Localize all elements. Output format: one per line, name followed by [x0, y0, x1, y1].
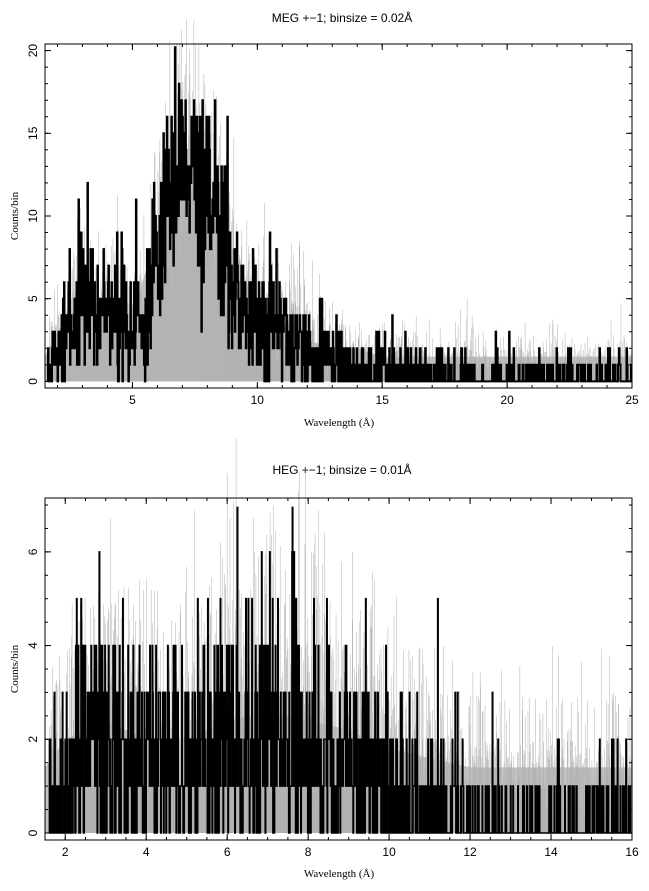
- heg-xtick-label-8: 8: [305, 845, 312, 859]
- meg-axis-ticks: 5 10 15 20 25 0 5 10 15 20: [26, 44, 639, 407]
- meg-ytick-label-15: 15: [26, 126, 40, 140]
- meg-title: MEG +−1; binsize = 0.02Å: [272, 10, 412, 25]
- meg-xtick-label-5: 5: [129, 393, 136, 407]
- heg-xtick-label-4: 4: [143, 845, 150, 859]
- heg-axis-ticks: 2 4 6 8 10 12 14 16 0 2 4 6: [26, 498, 639, 859]
- meg-ytick-label-5: 5: [26, 295, 40, 302]
- heg-xtick-label-12: 12: [463, 845, 477, 859]
- heg-ytick-label-4: 4: [26, 642, 40, 649]
- heg-xtick-label-2: 2: [62, 845, 69, 859]
- heg-title: HEG +−1; binsize = 0.01Å: [272, 462, 411, 477]
- heg-xtick-label-6: 6: [224, 845, 231, 859]
- meg-x-axis-label: Wavelength (Å): [304, 417, 375, 429]
- heg-panel: HEG +−1; binsize = 0.01Å 2 4 6 8 10 12 14 16 0 2 4…: [9, 438, 639, 880]
- meg-xtick-label-15: 15: [376, 393, 390, 407]
- heg-plot-marks: [45, 438, 632, 834]
- meg-panel: MEG +−1; binsize = 0.02Å 5 10 15 20 25 0 5 10 15…: [9, 10, 639, 429]
- meg-xtick-label-25: 25: [625, 393, 639, 407]
- meg-plot-marks: [45, 19, 633, 383]
- heg-xtick-label-16: 16: [625, 845, 639, 859]
- heg-xtick-label-14: 14: [544, 845, 558, 859]
- heg-counts-histogram: [48, 506, 632, 834]
- meg-ytick-label-10: 10: [26, 209, 40, 223]
- heg-ytick-label-6: 6: [26, 548, 40, 555]
- heg-ytick-label-2: 2: [26, 736, 40, 743]
- meg-y-axis-label: Counts/bin: [9, 191, 21, 240]
- heg-xtick-label-10: 10: [382, 845, 396, 859]
- meg-ytick-label-0: 0: [26, 378, 40, 385]
- meg-ytick-label-20: 20: [26, 44, 40, 58]
- meg-xtick-label-20: 20: [500, 393, 514, 407]
- heg-ytick-label-0: 0: [26, 829, 40, 836]
- heg-x-axis-label: Wavelength (Å): [304, 868, 375, 880]
- meg-counts-histogram: [47, 46, 633, 383]
- meg-xtick-label-10: 10: [251, 393, 265, 407]
- heg-y-axis-label: Counts/bin: [9, 644, 21, 693]
